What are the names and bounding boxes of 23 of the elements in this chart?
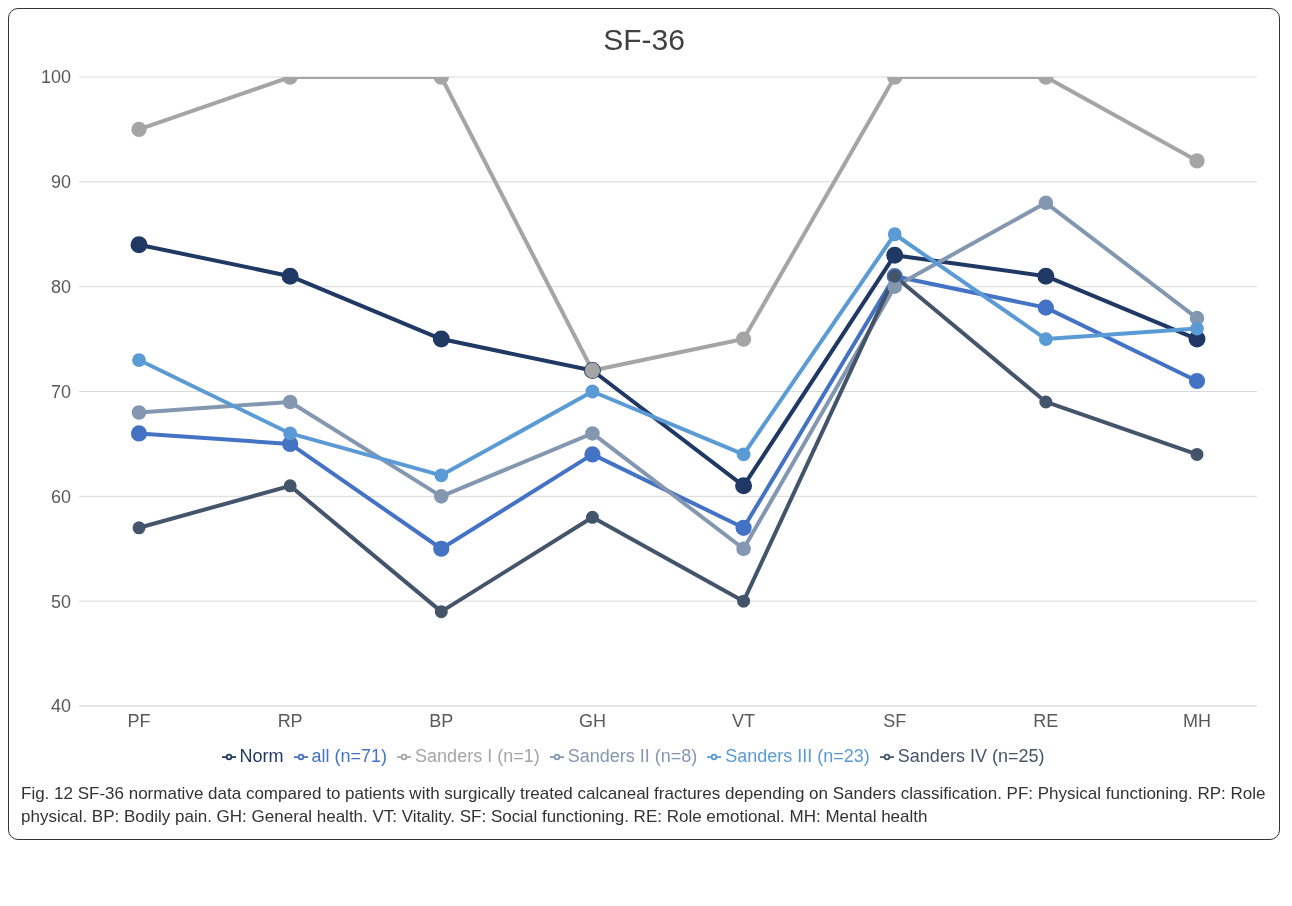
y-tick-label: 80 <box>50 277 71 298</box>
y-tick-label: 60 <box>50 486 71 507</box>
legend-label: Sanders III (n=23) <box>725 746 870 766</box>
y-tick-label: 70 <box>50 381 71 402</box>
x-tick-label: RE <box>1033 710 1059 731</box>
y-tick-label: 100 <box>40 67 71 88</box>
chart-title: SF-36 <box>602 22 686 57</box>
legend-label: Sanders I (n=1) <box>415 746 540 766</box>
legend-label: Norm <box>239 746 284 766</box>
legend-label: all (n=71) <box>311 746 388 766</box>
x-tick-label: MH <box>1183 710 1211 731</box>
caption: Fig. 12 SF-36 normative data compared to patients with surgically treated calcaneal fractures depending on Sanders classification. PF: Physical functioning. RP: Role physical. BP: Bodily pain. GH: General health. VT: Vitality. SF: Social functioning. RE: Role emotional. MH: Mental health <box>20 783 1267 828</box>
legend-label: Sanders II (n=8) <box>567 746 698 766</box>
y-tick-label: 40 <box>50 696 71 717</box>
x-tick-label: PF <box>127 710 151 731</box>
y-tick-label: 90 <box>50 172 71 193</box>
y-tick-label: 50 <box>50 591 71 612</box>
x-tick-label: VT <box>732 710 756 731</box>
x-tick-label: BP <box>429 710 454 731</box>
x-tick-label: SF <box>883 710 907 731</box>
legend-label: Sanders IV (n=25) <box>897 746 1045 766</box>
x-tick-label: GH <box>578 710 606 731</box>
x-tick-label: RP <box>277 710 303 731</box>
